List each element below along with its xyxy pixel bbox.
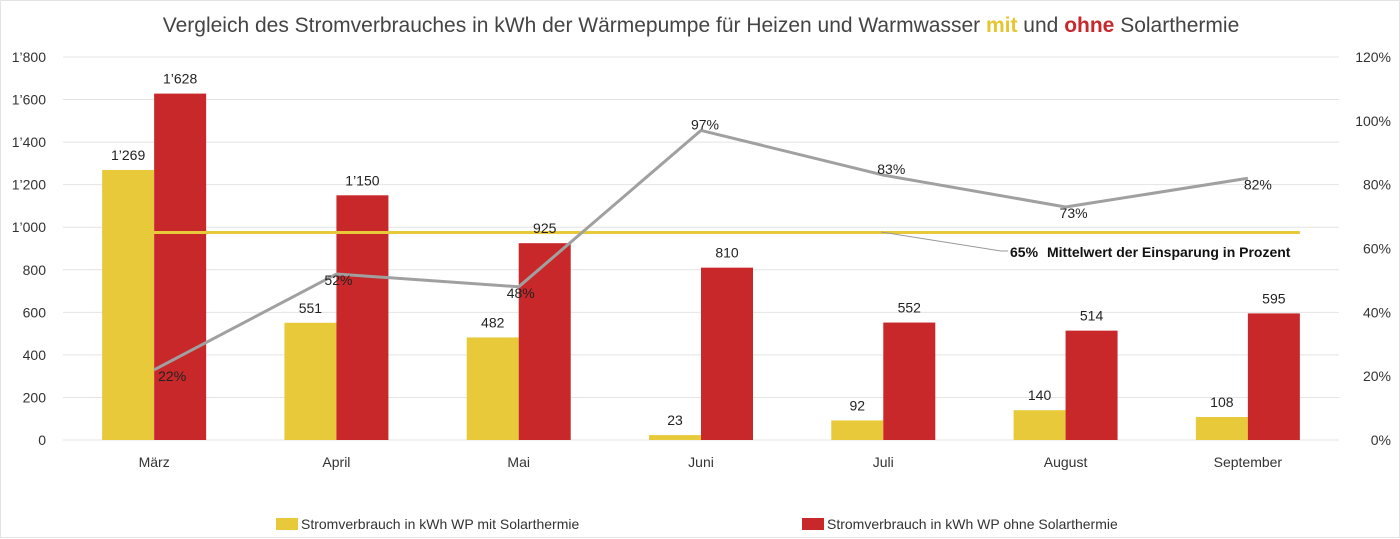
savings-line-group bbox=[153, 128, 1249, 372]
category-label: September bbox=[1214, 454, 1283, 470]
left-tick-label: 1’600 bbox=[12, 92, 46, 108]
right-tick-label: 80% bbox=[1363, 177, 1391, 193]
savings-label: 48% bbox=[507, 285, 535, 301]
right-tick-label: 40% bbox=[1363, 304, 1391, 320]
left-tick-label: 1’200 bbox=[12, 177, 46, 193]
bar-value-label: 108 bbox=[1210, 394, 1234, 410]
savings-label: 52% bbox=[324, 272, 352, 288]
bar-value-label: 1’269 bbox=[111, 147, 145, 163]
legend-label: Stromverbrauch in kWh WP mit Solarthermi… bbox=[301, 516, 579, 532]
bar-value-label: 23 bbox=[667, 412, 683, 428]
category-label: Juni bbox=[688, 454, 714, 470]
right-tick-label: 60% bbox=[1363, 241, 1391, 257]
savings-label: 83% bbox=[877, 161, 905, 177]
bar-value-label: 925 bbox=[533, 220, 557, 236]
left-tick-label: 1’400 bbox=[12, 134, 46, 150]
bar bbox=[649, 435, 701, 440]
average-value-label: 65% bbox=[1010, 244, 1039, 260]
bar-value-label: 514 bbox=[1080, 308, 1104, 324]
left-tick-label: 1’800 bbox=[12, 49, 46, 65]
legend-swatch bbox=[276, 518, 298, 530]
bar bbox=[466, 337, 519, 440]
bar-value-label: 1’150 bbox=[345, 172, 379, 188]
bar bbox=[883, 322, 936, 440]
bar bbox=[831, 420, 884, 440]
left-tick-label: 400 bbox=[23, 347, 47, 363]
category-label: Mai bbox=[507, 454, 530, 470]
title-ohne: ohne bbox=[1064, 14, 1114, 37]
category-label: März bbox=[139, 454, 170, 470]
bar-value-label: 140 bbox=[1028, 387, 1052, 403]
bar-value-label: 810 bbox=[715, 245, 739, 261]
savings-line bbox=[153, 128, 1249, 372]
savings-label: 82% bbox=[1244, 176, 1272, 192]
bar-value-label: 1’628 bbox=[163, 71, 197, 87]
bar-value-label: 552 bbox=[898, 300, 922, 316]
savings-label: 22% bbox=[158, 368, 186, 384]
title-part-2: und bbox=[1017, 14, 1064, 37]
title-part-1: Vergleich des Stromverbrauches in kWh de… bbox=[163, 14, 986, 37]
title-part-3: Solarthermie bbox=[1114, 14, 1239, 37]
category-label: Juli bbox=[873, 454, 894, 470]
right-tick-label: 20% bbox=[1363, 368, 1391, 384]
category-label: August bbox=[1044, 454, 1088, 470]
left-tick-label: 0 bbox=[38, 432, 46, 448]
bar bbox=[1247, 313, 1300, 440]
left-tick-label: 200 bbox=[23, 389, 47, 405]
bar bbox=[284, 322, 337, 440]
savings-label: 73% bbox=[1060, 205, 1088, 221]
bar bbox=[1065, 330, 1118, 440]
legend-swatch bbox=[802, 518, 824, 530]
bar-value-label: 92 bbox=[849, 397, 865, 413]
legend: Stromverbrauch in kWh WP mit Solarthermi… bbox=[276, 516, 1118, 532]
bar bbox=[154, 93, 207, 440]
right-tick-label: 100% bbox=[1355, 113, 1391, 129]
title-mit: mit bbox=[986, 14, 1018, 37]
average-text-label: Mittelwert der Einsparung in Prozent bbox=[1047, 244, 1291, 260]
chart-title: Vergleich des Stromverbrauches in kWh de… bbox=[163, 14, 1240, 37]
right-tick-label: 0% bbox=[1371, 432, 1391, 448]
left-tick-label: 1’000 bbox=[12, 219, 46, 235]
bar-value-label: 551 bbox=[299, 300, 323, 316]
savings-label: 97% bbox=[691, 116, 719, 132]
bar-value-label: 595 bbox=[1262, 290, 1286, 306]
bar bbox=[701, 267, 753, 440]
average-line-group: 65% Mittelwert der Einsparung in Prozent bbox=[102, 231, 1300, 260]
average-callout-leader bbox=[880, 231, 1008, 252]
right-tick-label: 120% bbox=[1355, 49, 1391, 65]
right-axis: 0% 20% 40% 60% 80% 100% 120% bbox=[1355, 49, 1391, 448]
bar bbox=[518, 243, 571, 440]
bars bbox=[102, 93, 1300, 441]
left-tick-label: 800 bbox=[23, 262, 47, 278]
category-axis: März April Mai Juni Juli August September bbox=[139, 454, 1283, 470]
bar bbox=[1013, 410, 1066, 440]
category-label: April bbox=[322, 454, 350, 470]
bar bbox=[102, 169, 155, 441]
bar-value-label: 482 bbox=[481, 314, 505, 330]
bar bbox=[336, 195, 389, 440]
bar bbox=[1195, 417, 1248, 440]
left-tick-label: 600 bbox=[23, 304, 47, 320]
left-axis: 0 200 400 600 800 1’000 1’200 1’400 1’600 1’800 bbox=[12, 49, 46, 448]
data-labels: 22% 52% 48% 97% 83% 73% 82% 1’269 551 482 23 92 140 1… bbox=[111, 71, 1286, 429]
legend-label: Stromverbrauch in kWh WP ohne Solartherm… bbox=[827, 516, 1118, 532]
